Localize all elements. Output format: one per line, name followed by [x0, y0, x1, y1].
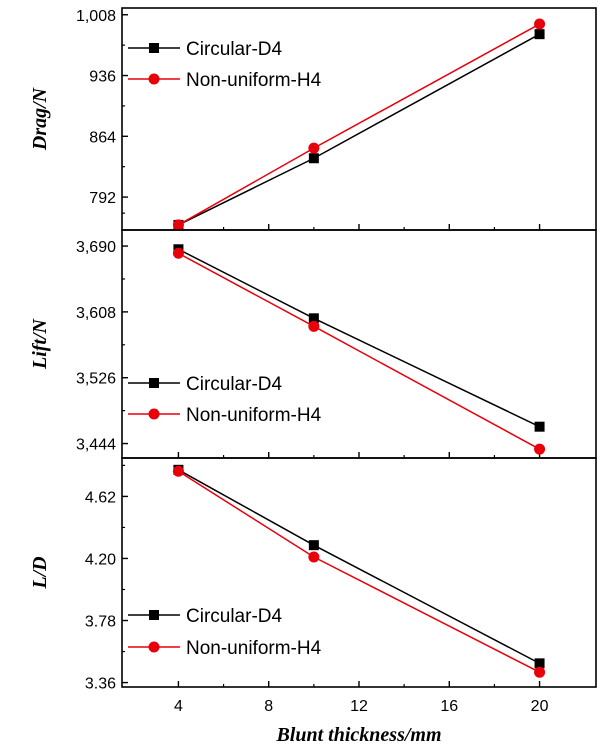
data-point-square — [534, 658, 545, 669]
data-point-circle — [172, 465, 184, 477]
legend-label: Circular-D4 — [186, 39, 283, 60]
legend-marker-square — [149, 378, 159, 388]
y-tick-label: 3,608 — [76, 305, 116, 322]
legend-marker-circle — [148, 641, 160, 653]
data-point-square — [308, 540, 319, 551]
series-line-circular-d4 — [178, 469, 540, 665]
y-tick-label: 3,444 — [76, 437, 116, 454]
y-axis-title: Lift/N — [29, 317, 51, 370]
legend-marker-circle — [148, 408, 160, 420]
legend-label: Circular-D4 — [186, 606, 283, 627]
data-point-circle — [534, 18, 546, 30]
y-tick-label: 4.62 — [85, 489, 116, 506]
data-point-circle — [308, 551, 320, 563]
y-axis-title: L/D — [29, 556, 51, 589]
x-tick-label: 12 — [350, 698, 368, 715]
legend-label: Non-uniform-H4 — [186, 638, 322, 659]
y-tick-label: 3,690 — [76, 239, 116, 256]
legend-marker-square — [149, 43, 159, 53]
data-point-circle — [308, 320, 320, 332]
y-tick-label: 864 — [89, 129, 116, 146]
x-tick-label: 4 — [174, 698, 183, 715]
y-tick-label: 4.20 — [85, 551, 116, 568]
panel-2: 3,444 3,526 3,608 3,690 Lift/N Circular-D4 Non… — [29, 212, 597, 459]
x-axis-title: Blunt thickness/mm — [275, 724, 441, 746]
x-axis: 4 8 12 16 20 Blunt thickness/mm — [174, 698, 549, 746]
y-tick-label: 3.36 — [85, 676, 116, 693]
legend: Circular-D4 Non-uniform-H4 — [128, 39, 322, 91]
legend: Circular-D4 Non-uniform-H4 — [128, 606, 322, 659]
data-point-square — [534, 29, 545, 40]
data-point-circle — [172, 247, 184, 259]
legend-label: Non-uniform-H4 — [186, 70, 322, 91]
x-tick-label: 8 — [264, 698, 273, 715]
legend-marker-circle — [148, 73, 160, 85]
series-line-circular-d4 — [178, 248, 540, 428]
y-tick-label: 1,008 — [76, 8, 116, 25]
y-axis-title: Drag/N — [29, 86, 51, 151]
panel-1: 792 864 936 1,008 Drag/N Circular-D4 Non-unifo… — [29, 7, 597, 231]
data-point-circle — [172, 219, 184, 231]
legend-label: Circular-D4 — [186, 374, 283, 395]
data-point-circle — [534, 666, 546, 678]
y-tick-label: 3.78 — [85, 614, 116, 631]
legend: Circular-D4 Non-uniform-H4 — [128, 374, 322, 426]
x-tick-label: 16 — [440, 698, 458, 715]
data-point-circle — [308, 142, 320, 154]
data-point-square — [534, 421, 545, 432]
data-point-square — [308, 153, 319, 164]
x-tick-label: 20 — [531, 698, 549, 715]
data-point-square — [308, 313, 319, 324]
series-line-circular-d4 — [178, 33, 540, 226]
y-tick-label: 792 — [89, 190, 116, 207]
legend-label: Non-uniform-H4 — [186, 405, 322, 426]
legend-marker-square — [149, 610, 159, 620]
data-point-circle — [534, 443, 546, 455]
panel-3: 3.36 3.78 4.20 4.62 L/D Circular-D4 Non-unifor… — [29, 457, 597, 693]
y-tick-label: 3,526 — [76, 371, 116, 388]
y-tick-label: 936 — [89, 69, 116, 86]
